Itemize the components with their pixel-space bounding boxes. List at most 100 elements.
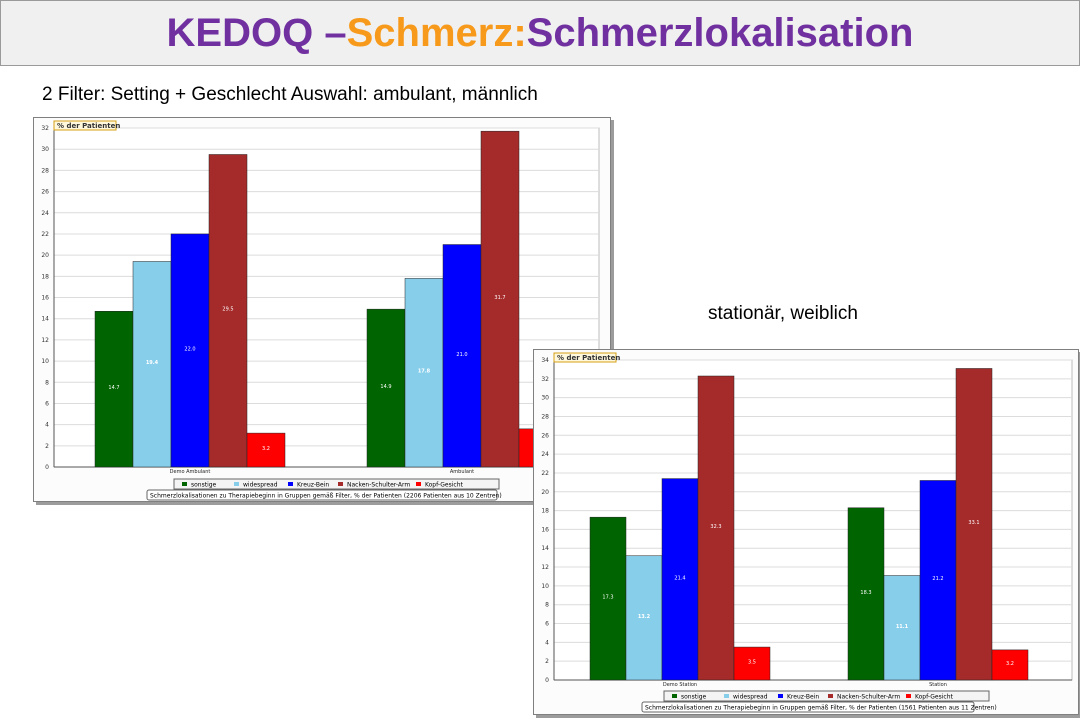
y-tick-label: 6 [45,400,49,407]
legend-item: sonstige [681,694,707,701]
chart-ambulant-maennlich: 0 2 4 6 8 10 12 14 16 18 20 22 24 26 28 30 32% der Patie… [33,117,611,502]
bar-kreuz-bein [442,244,482,468]
chart-caption: Schmerzlokalisationen zu Therapiebeginn … [150,493,502,500]
bar-value-label: 21.4 [674,575,685,581]
bar-value-label: 31.7 [494,295,505,301]
chart-caption: Schmerzlokalisationen zu Therapiebeginn … [645,705,997,712]
legend-item: Nacken-Schulter-Arm [347,482,410,489]
legend-item: Nacken-Schulter-Arm [837,694,900,701]
legend-swatch [416,482,421,486]
y-tick-label: 4 [45,422,49,429]
filter-description: 2 Filter: Setting + Geschlecht Auswahl: … [42,84,538,105]
y-tick-label: 10 [41,358,49,365]
bar-nacken-schulter-arm [955,368,993,681]
bar-value-label: 21.2 [932,576,943,582]
bar-value-label: 33.1 [968,520,979,526]
y-tick-label: 14 [541,545,549,552]
y-tick-label: 30 [41,146,49,153]
y-tick-label: 32 [541,376,549,383]
bar-kreuz-bein [919,480,957,681]
legend-swatch [828,694,833,698]
bar-value-label: 14.7 [108,385,119,391]
bar-kopf-gesicht [246,432,286,468]
legend-swatch [906,694,911,698]
unit-label-box [53,120,117,131]
category-label: Demo Station [663,682,697,688]
bar-value-label: 18.3 [860,590,871,596]
bar-value-label: 3.5 [748,660,756,666]
unit-label: % der Patienten [57,122,120,130]
legend-item: Kopf-Gesicht [425,482,464,489]
second-chart-label: stationär, weiblich [708,303,858,324]
caption-box [146,489,498,501]
bar-sonstige [847,507,885,681]
y-tick-label: 32 [41,125,49,132]
y-tick-label: 24 [541,451,549,458]
legend-item: Kreuz-Bein [787,694,819,701]
legend-swatch [672,694,677,698]
y-tick-label: 34 [541,357,549,364]
bar-sonstige [94,311,134,468]
bar-widespread [132,261,172,468]
y-tick-label: 2 [45,443,49,450]
y-tick-label: 0 [45,464,49,471]
y-tick-label: 2 [545,658,549,665]
legend-swatch [338,482,343,486]
bar-value-label: 32.3 [710,524,721,530]
bar-value-label: 22.0 [184,346,195,352]
bar-nacken-schulter-arm [208,154,248,468]
bar-nacken-schulter-arm [480,130,520,468]
bar-widespread [883,575,921,681]
y-tick-label: 22 [41,231,49,238]
y-tick-label: 28 [541,413,549,420]
bar-value-label: 17.8 [418,369,431,375]
legend-swatch [724,694,729,698]
y-tick-label: 26 [41,189,49,196]
bar-kreuz-bein [661,478,699,681]
y-tick-label: 0 [545,677,549,684]
unit-label-box [553,352,617,363]
y-tick-label: 6 [545,621,549,628]
title-part-kedoq: KEDOQ – [166,10,347,55]
bar-value-label: 19.4 [146,360,159,366]
y-tick-label: 16 [41,295,49,302]
bar-value-label: 11.1 [896,624,909,630]
legend-item: Kopf-Gesicht [915,694,954,701]
y-tick-label: 28 [41,167,49,174]
bar-value-label: 3.2 [1006,661,1014,667]
y-tick-label: 16 [541,526,549,533]
bar-value-label: 17.3 [602,595,613,601]
bar-value-label: 13.2 [638,614,651,620]
legend-item: sonstige [191,482,217,489]
legend-swatch [234,482,239,486]
y-tick-label: 30 [541,395,549,402]
y-tick-label: 12 [41,337,49,344]
bar-sonstige [366,308,406,468]
category-label: Ambulant [450,469,474,475]
title-part-schmerz: Schmerz: [346,10,527,55]
y-tick-label: 18 [541,508,549,515]
legend-box [173,478,500,490]
y-tick-label: 20 [41,252,49,259]
category-label: Station [929,682,947,688]
unit-label: % der Patienten [557,354,620,362]
bar-kreuz-bein [170,233,210,468]
y-tick-label: 20 [541,489,549,496]
legend-item: widespread [243,482,278,489]
category-label: Demo Ambulant [170,469,211,475]
title-part-topic: Schmerzlokalisation [526,10,914,55]
bar-value-label: 29.5 [222,307,233,313]
y-tick-label: 12 [541,564,549,571]
bar-value-label: 21.0 [456,352,467,358]
y-tick-label: 8 [545,602,549,609]
legend-swatch [778,694,783,698]
y-tick-label: 18 [41,273,49,280]
y-tick-label: 26 [541,432,549,439]
bar-kopf-gesicht [991,649,1029,681]
bar-value-label: 3.2 [262,446,270,452]
y-tick-label: 4 [545,639,549,646]
page-title: KEDOQ – Schmerz: Schmerzlokalisation [0,0,1080,66]
y-tick-label: 10 [541,583,549,590]
y-tick-label: 24 [41,210,49,217]
